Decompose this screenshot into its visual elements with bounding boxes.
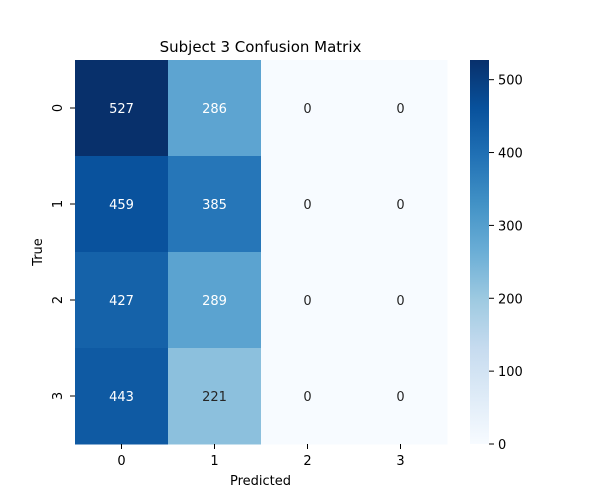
heatmap-cell [75,252,169,349]
x-tick-label: 3 [396,454,404,469]
colorbar-tick-label: 200 [498,292,523,307]
cell-value-label: 443 [109,390,134,405]
heatmap-cell [168,60,262,157]
cell-value-label: 385 [202,198,227,213]
x-axis: 0 1 2 3 [117,444,405,469]
heatmap-cell [354,252,448,349]
y-axis: 0 1 2 3 [51,104,75,400]
heatmap-cell [354,60,448,157]
x-tick-label: 0 [117,454,125,469]
y-tick-label: 0 [51,104,66,112]
cell-value-label: 286 [202,102,227,117]
cell-value-label: 0 [396,294,404,309]
colorbar-tick-label: 100 [498,365,523,380]
heatmap-cell [261,60,355,157]
heatmap-cell [75,348,169,445]
colorbar-tick-label: 400 [498,147,523,162]
cell-value-label: 221 [202,390,227,405]
y-tick-label: 3 [51,392,66,400]
colorbar-tick-label: 0 [498,438,506,453]
colorbar-tick-label: 500 [498,74,523,89]
x-tick-label: 2 [303,454,311,469]
cell-labels: 527 286 0 0 459 385 0 0 427 289 0 0 443 221 0 0 [109,102,405,405]
cell-value-label: 0 [303,198,311,213]
heatmap-cell [168,348,262,445]
heatmap-cell [75,156,169,253]
cell-value-label: 0 [396,390,404,405]
y-axis-label: True [31,238,46,267]
heatmap-cell [261,156,355,253]
cell-value-label: 0 [303,294,311,309]
y-tick-label: 2 [51,296,66,304]
heatmap-cell [354,348,448,445]
cell-value-label: 0 [396,198,404,213]
colorbar-gradient [470,60,489,444]
y-tick-label: 1 [51,200,66,208]
cell-value-label: 0 [396,102,404,117]
x-tick-label: 1 [210,454,218,469]
heatmap-cell [261,252,355,349]
heatmap-cell [261,348,355,445]
heatmap-cell [75,60,169,157]
cell-value-label: 527 [109,102,134,117]
colorbar-tick-label: 300 [498,219,523,234]
cell-value-label: 289 [202,294,227,309]
cell-value-label: 0 [303,390,311,405]
heatmap-cells [75,60,448,445]
cell-value-label: 427 [109,294,134,309]
heatmap-cell [168,156,262,253]
x-axis-label: Predicted [230,474,291,489]
heatmap-cell [354,156,448,253]
chart-title: Subject 3 Confusion Matrix [160,38,362,56]
heatmap-cell [168,252,262,349]
cell-value-label: 0 [303,102,311,117]
cell-value-label: 459 [109,198,134,213]
colorbar: 0 100 200 300 400 500 [470,60,523,453]
